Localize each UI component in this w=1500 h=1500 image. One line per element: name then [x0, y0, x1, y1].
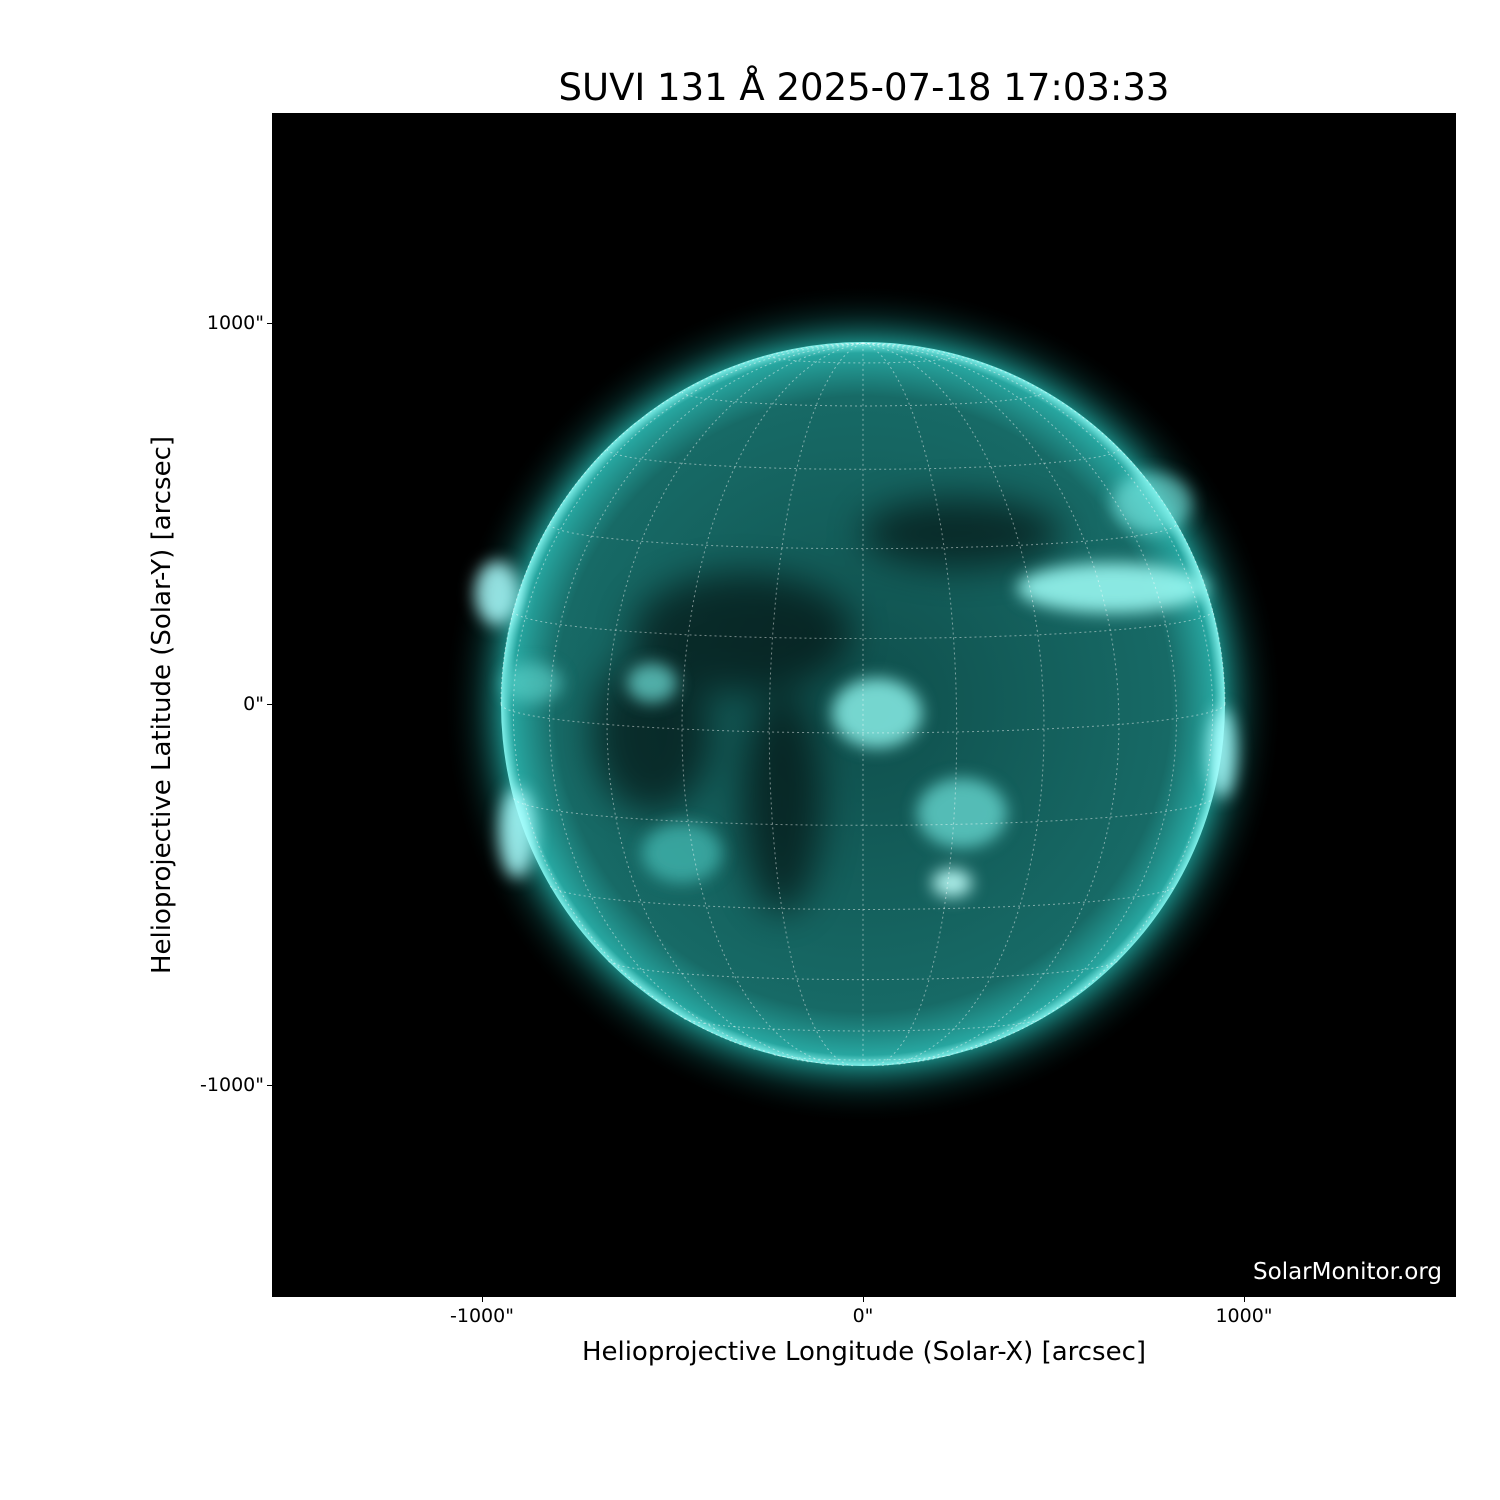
- grid-line: [606, 448, 1120, 470]
- active-regions: [475, 473, 1236, 897]
- grid-line: [512, 342, 864, 1050]
- watermark: SolarMonitor.org: [1253, 1259, 1442, 1285]
- y-tick-label: 1000": [206, 312, 264, 334]
- grid-line: [500, 703, 1226, 734]
- x-tick-label: 1000": [1215, 1305, 1273, 1327]
- x-tick-mark: [482, 1297, 483, 1302]
- y-tick-mark: [267, 1085, 272, 1086]
- grid-line: [768, 342, 864, 1067]
- y-tick-mark: [267, 323, 272, 324]
- solar-image-axes: SolarMonitor.org: [272, 113, 1456, 1297]
- sun-image: [443, 284, 1283, 1124]
- coronal-holes: [592, 498, 1062, 913]
- y-tick-label: -1000": [200, 1074, 264, 1096]
- x-tick-label: -1000": [450, 1305, 514, 1327]
- grid-line: [681, 342, 864, 1066]
- grid-line: [768, 355, 958, 364]
- x-tick-mark: [863, 1297, 864, 1302]
- y-tick-label: 0": [243, 693, 264, 715]
- grid-line: [549, 523, 1177, 550]
- grid-line: [548, 342, 864, 1063]
- grid-line: [513, 798, 1213, 826]
- heliographic-grid: [500, 342, 1226, 1067]
- grid-line: [606, 342, 864, 1065]
- grid-line: [862, 342, 1178, 1063]
- x-axis-label: Helioprojective Longitude (Solar-X) [arc…: [581, 1337, 1147, 1367]
- grid-line: [862, 342, 958, 1067]
- grid-line: [681, 391, 1045, 407]
- x-tick-mark: [1244, 1297, 1245, 1302]
- grid-line: [608, 960, 1118, 981]
- grid-line: [862, 342, 1214, 1050]
- plot-title: SUVI 131 Å 2025-07-18 17:03:33: [558, 66, 1170, 109]
- y-tick-mark: [267, 704, 272, 705]
- y-axis-label: Helioprojective Latitude (Solar-Y) [arcs…: [147, 435, 177, 975]
- x-tick-label: 0": [852, 1305, 874, 1327]
- grid-line: [512, 610, 1214, 640]
- grid-line: [862, 342, 1045, 1066]
- grid-line: [549, 885, 1177, 910]
- grid-line: [683, 1018, 1043, 1032]
- grid-line: [862, 342, 1120, 1065]
